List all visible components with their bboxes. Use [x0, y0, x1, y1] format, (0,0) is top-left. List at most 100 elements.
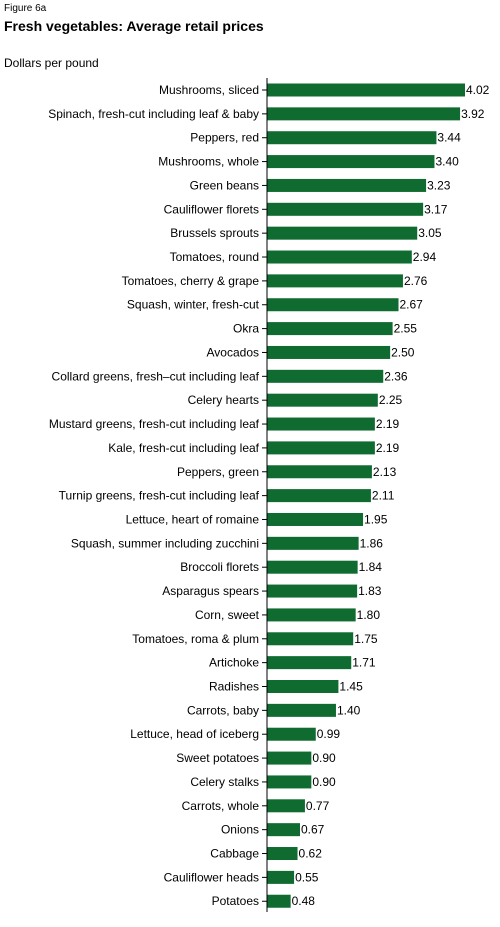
- value-label: 1.84: [359, 560, 383, 574]
- bar: [267, 680, 339, 693]
- value-label: 0.90: [312, 775, 336, 789]
- value-label: 1.95: [364, 512, 388, 526]
- category-label: Mushrooms, whole: [158, 155, 259, 169]
- bar: [267, 847, 298, 861]
- category-label: Sweet potatoes: [176, 751, 259, 765]
- value-label: 2.50: [391, 345, 415, 359]
- bar: [267, 369, 384, 383]
- value-label: 1.80: [357, 608, 381, 622]
- category-label: Potatoes: [212, 894, 259, 908]
- category-label: Tomatoes, cherry & grape: [122, 274, 260, 288]
- bar: [267, 584, 358, 598]
- category-label: Okra: [233, 322, 259, 336]
- bar: [267, 632, 354, 646]
- category-label: Mustard greens, fresh-cut including leaf: [49, 417, 260, 431]
- bar: [267, 131, 437, 145]
- value-label: 2.94: [413, 250, 437, 264]
- value-label: 3.17: [424, 202, 448, 216]
- bar: [267, 608, 356, 622]
- bar: [267, 250, 412, 264]
- bar: [267, 226, 418, 240]
- value-label: 2.76: [404, 274, 428, 288]
- category-label: Radishes: [209, 680, 259, 694]
- bar: [267, 799, 305, 813]
- category-label: Asparagus spears: [162, 584, 259, 598]
- bar: [267, 441, 375, 455]
- bar: [267, 751, 312, 765]
- value-label: 1.83: [358, 584, 382, 598]
- category-label: Avocados: [207, 345, 259, 359]
- bar: [267, 322, 393, 336]
- value-label: 0.90: [312, 751, 336, 765]
- figure-label: Figure 6a: [4, 3, 47, 14]
- category-label: Squash, winter, fresh-cut: [127, 298, 260, 312]
- bar: [267, 727, 316, 741]
- value-label: 2.55: [394, 322, 418, 336]
- value-label: 3.23: [427, 178, 451, 192]
- bar: [267, 178, 427, 192]
- value-label: 4.02: [466, 83, 490, 97]
- value-label: 0.77: [306, 799, 330, 813]
- value-label: 2.19: [376, 441, 400, 455]
- value-label: 2.11: [372, 489, 395, 503]
- value-label: 3.40: [435, 155, 459, 169]
- category-label: Cauliflower heads: [164, 870, 259, 884]
- category-label: Mushrooms, sliced: [159, 83, 259, 97]
- value-label: 3.44: [437, 131, 461, 145]
- bar: [267, 274, 403, 288]
- bar: [267, 465, 372, 479]
- category-label: Tomatoes, round: [170, 250, 259, 264]
- category-label: Celery hearts: [188, 393, 259, 407]
- category-label: Broccoli florets: [180, 560, 259, 574]
- value-label: 2.25: [379, 393, 403, 407]
- bar: [267, 560, 358, 574]
- category-label: Tomatoes, roma & plum: [132, 632, 259, 646]
- value-label: 1.75: [354, 632, 378, 646]
- bar: [267, 345, 391, 359]
- category-label: Green beans: [190, 178, 259, 192]
- bar: [267, 417, 375, 431]
- category-label: Celery stalks: [190, 775, 259, 789]
- bar: [267, 298, 399, 312]
- bar: [267, 393, 378, 407]
- bar: [267, 656, 352, 670]
- category-label: Peppers, red: [190, 131, 259, 145]
- bar: [267, 107, 461, 121]
- bar: [267, 202, 424, 216]
- bar: [267, 703, 336, 717]
- value-label: 1.45: [339, 680, 363, 694]
- bar: [267, 870, 295, 884]
- category-label: Turnip greens, fresh-cut including leaf: [59, 489, 260, 503]
- value-label: 0.55: [295, 870, 319, 884]
- value-label: 2.36: [384, 369, 408, 383]
- category-label: Cabbage: [210, 847, 259, 861]
- category-label: Corn, sweet: [195, 608, 260, 622]
- bar: [267, 894, 291, 908]
- category-label: Brussels sprouts: [170, 226, 259, 240]
- category-label: Carrots, whole: [182, 799, 260, 813]
- unit-label: Dollars per pound: [4, 56, 99, 70]
- category-label: Cauliflower florets: [164, 202, 259, 216]
- bar: [267, 536, 359, 550]
- bar: [267, 155, 435, 169]
- value-label: 0.67: [301, 823, 325, 837]
- value-label: 0.99: [317, 727, 341, 741]
- category-label: Peppers, green: [177, 465, 259, 479]
- value-label: 1.71: [352, 656, 376, 670]
- value-label: 0.62: [299, 847, 323, 861]
- value-label: 1.86: [360, 536, 384, 550]
- value-label: 3.92: [461, 107, 485, 121]
- value-label: 2.67: [400, 298, 424, 312]
- bar: [267, 823, 300, 837]
- category-label: Spinach, fresh-cut including leaf & baby: [48, 107, 259, 121]
- category-label: Onions: [221, 823, 259, 837]
- category-label: Lettuce, heart of romaine: [126, 512, 260, 526]
- bar: [267, 489, 371, 503]
- category-label: Collard greens, fresh–cut including leaf: [52, 369, 260, 383]
- value-label: 2.19: [376, 417, 400, 431]
- bar: [267, 83, 465, 97]
- category-label: Squash, summer including zucchini: [71, 536, 259, 550]
- category-label: Carrots, baby: [187, 703, 259, 717]
- value-label: 1.40: [337, 703, 361, 717]
